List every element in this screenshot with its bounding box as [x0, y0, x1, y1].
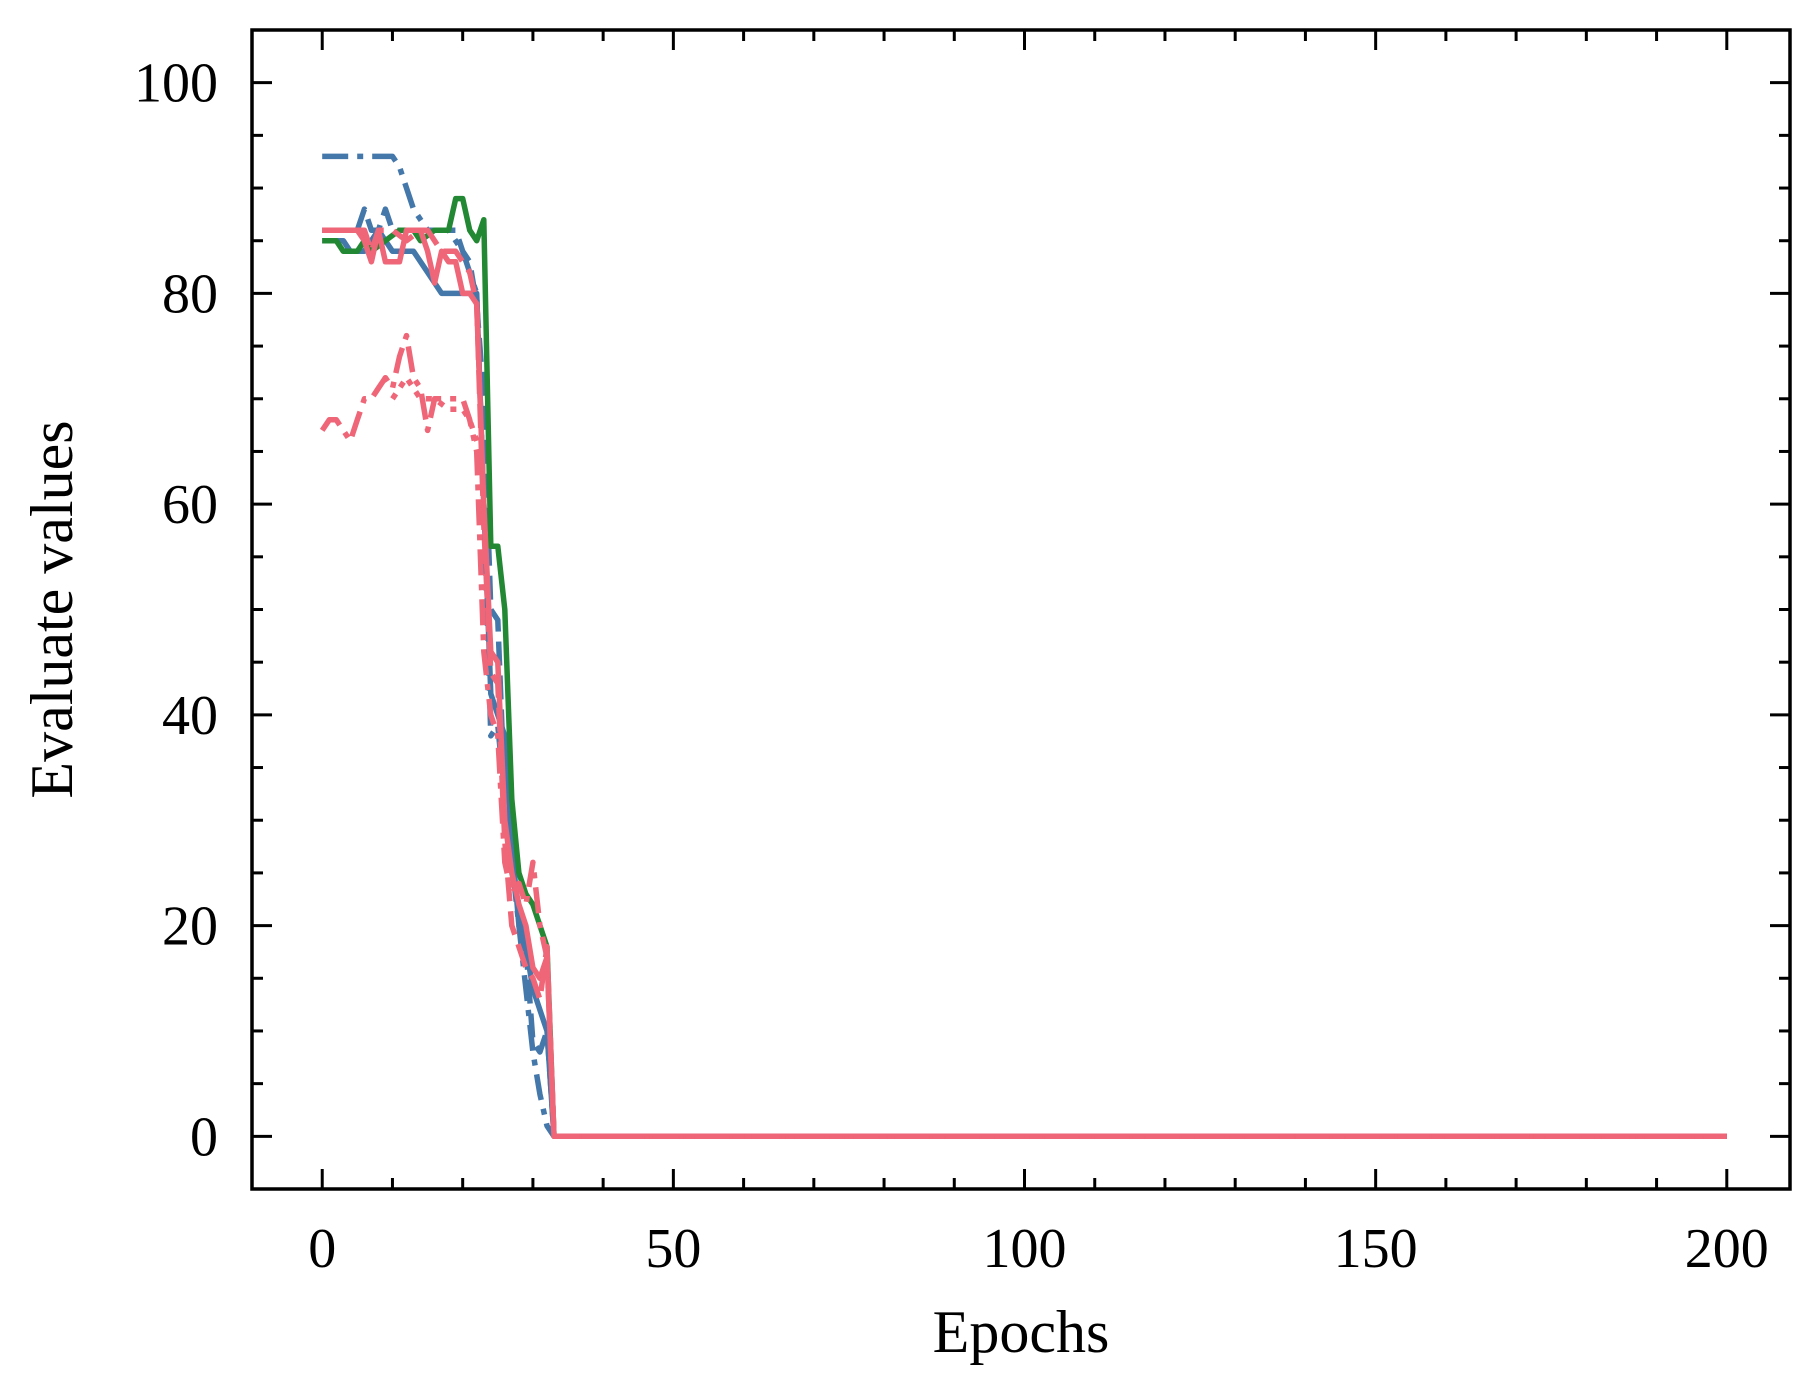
series-line-8: [319, 332, 1727, 1140]
y-tick-label: 100: [134, 53, 218, 115]
x-tick-label: 150: [1334, 1218, 1418, 1280]
series-line-3: [322, 153, 1727, 1140]
y-tick-label: 40: [162, 685, 218, 747]
x-tick-label: 100: [983, 1218, 1067, 1280]
series-line-6: [322, 227, 1727, 1140]
x-tick-label: 50: [645, 1218, 701, 1280]
x-tick-label: 200: [1685, 1218, 1769, 1280]
y-tick-label: 60: [162, 474, 218, 536]
series-line-7: [322, 227, 1727, 1140]
series-line-9: [390, 374, 480, 442]
series-layer: [319, 153, 1727, 1140]
axis-ticks: [250, 28, 1790, 1191]
tick-labels: 0 50 100 150 200 0 20 40 60 80 100: [134, 53, 1769, 1280]
x-axis-label: Epochs: [933, 1299, 1110, 1365]
y-tick-label: 80: [162, 263, 218, 325]
y-tick-label: 0: [190, 1106, 218, 1168]
y-tick-label: 20: [162, 896, 218, 958]
y-axis-label: Evaluate values: [19, 420, 85, 798]
x-tick-label: 0: [308, 1218, 336, 1280]
series-line-1: [322, 227, 1727, 1140]
